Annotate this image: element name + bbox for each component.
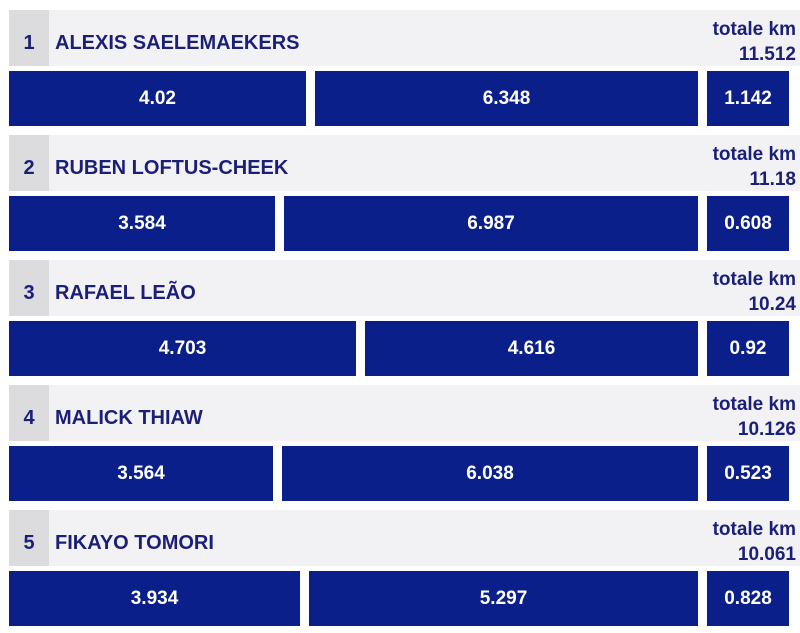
player-name: RAFAEL LEÃO (55, 282, 196, 304)
player-row: 1 ALEXIS SAELEMAEKERS totale km 11.512 4.02 6… (9, 10, 800, 130)
player-header: 2 RUBEN LOFTUS-CHEEK (9, 135, 800, 191)
total-km-value: 10.126 (737, 419, 796, 440)
player-row: 3 RAFAEL LEÃO totale km 10.24 4.703 4.616 0.92 (9, 260, 800, 380)
total-km-value: 10.24 (748, 294, 796, 315)
player-rank: 3 (23, 282, 35, 304)
player-name: FIKAYO TOMORI (55, 532, 214, 554)
distance-bar-segment-3: 0.608 (707, 196, 789, 251)
rank-box (9, 510, 49, 566)
player-row: 4 MALICK THIAW totale km 10.126 3.564 6.038 0.… (9, 385, 800, 505)
distance-bar-segment-3: 0.92 (707, 321, 789, 376)
total-km-label: totale km (712, 144, 796, 165)
distance-bar-segment-1: 4.703 (9, 321, 356, 376)
rank-box (9, 385, 49, 441)
rank-box (9, 135, 49, 191)
total-km-value: 11.18 (749, 169, 797, 190)
total-km-label: totale km (712, 19, 796, 40)
total-km-label: totale km (712, 394, 796, 415)
distance-bar-segment-3: 1.142 (707, 71, 789, 126)
distance-bar-segment-1: 3.564 (9, 446, 273, 501)
player-rank: 5 (23, 532, 35, 554)
distance-bar-segment-3: 0.523 (707, 446, 789, 501)
player-rank: 4 (23, 407, 35, 429)
player-header: 4 MALICK THIAW (9, 385, 800, 441)
total-km-value: 11.512 (738, 44, 796, 65)
distance-bar-segment-1: 3.584 (9, 196, 275, 251)
player-name: RUBEN LOFTUS-CHEEK (55, 157, 289, 179)
total-km-label: totale km (712, 269, 796, 290)
player-header: 5 FIKAYO TOMORI (9, 510, 800, 566)
player-name: ALEXIS SAELEMAEKERS (55, 32, 300, 54)
total-km-label: totale km (712, 519, 796, 540)
player-rank: 2 (23, 157, 35, 179)
distance-bar-segment-3: 0.828 (707, 571, 789, 626)
distance-bar-segment-2: 6.348 (315, 71, 698, 126)
distance-bar-segment-2: 5.297 (309, 571, 698, 626)
player-rank: 1 (23, 32, 35, 54)
player-row: 2 RUBEN LOFTUS-CHEEK totale km 11.18 3.584 6.… (9, 135, 800, 255)
player-header: 1 ALEXIS SAELEMAEKERS (9, 10, 800, 66)
distance-bar-segment-1: 4.02 (9, 71, 306, 126)
player-header: 3 RAFAEL LEÃO (9, 260, 800, 316)
distance-bar-segment-2: 4.616 (365, 321, 698, 376)
player-row: 5 FIKAYO TOMORI totale km 10.061 3.934 5.297 0… (9, 510, 800, 630)
total-km-value: 10.061 (737, 544, 796, 565)
rank-box (9, 10, 49, 66)
rank-box (9, 260, 49, 316)
distance-bar-segment-2: 6.987 (284, 196, 698, 251)
distance-bar-segment-2: 6.038 (282, 446, 698, 501)
player-name: MALICK THIAW (55, 407, 203, 429)
distance-bar-segment-1: 3.934 (9, 571, 300, 626)
